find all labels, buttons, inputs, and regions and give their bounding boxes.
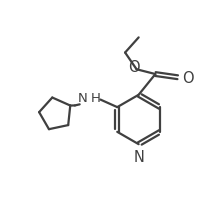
- Text: N: N: [78, 91, 88, 104]
- Text: O: O: [182, 70, 193, 85]
- Text: N: N: [133, 150, 144, 164]
- Text: H: H: [91, 92, 101, 105]
- Text: O: O: [128, 59, 140, 74]
